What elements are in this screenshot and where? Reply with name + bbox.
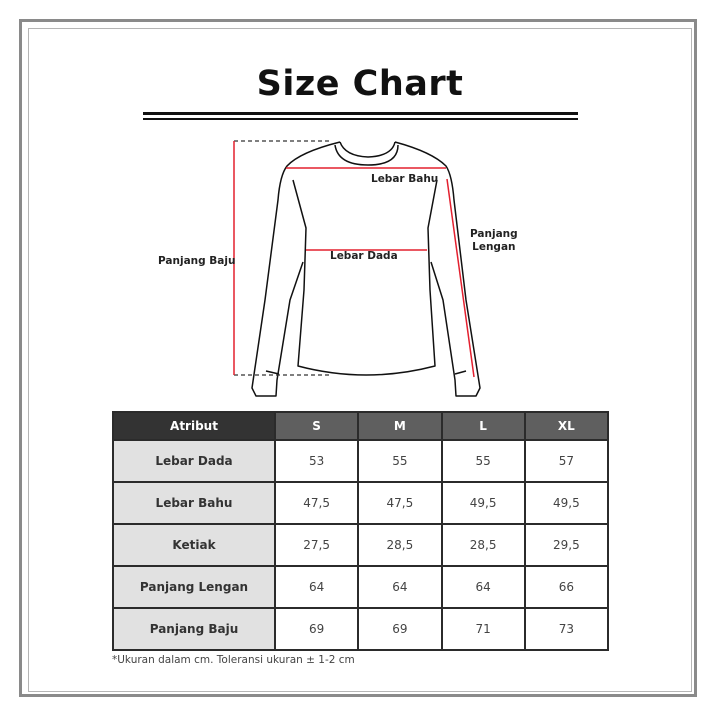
- table-row: Panjang Baju 69 69 71 73: [112, 607, 610, 651]
- row-label: Lebar Bahu: [112, 481, 276, 525]
- outer-frame: [19, 19, 697, 697]
- table-cell: 64: [273, 565, 360, 609]
- header-xl: XL: [523, 411, 610, 441]
- table-row: Lebar Dada 53 55 55 57: [112, 439, 610, 483]
- table-cell: 73: [523, 607, 610, 651]
- label-panjang-lengan-line2: Lengan: [472, 241, 516, 253]
- table-cell: 28,5: [440, 523, 526, 567]
- header-m: M: [357, 411, 443, 441]
- table-row: Panjang Lengan 64 64 64 66: [112, 565, 610, 609]
- table-cell: 66: [523, 565, 610, 609]
- header-s: S: [273, 411, 360, 441]
- title-underline-thin: [143, 118, 578, 120]
- table-cell: 69: [357, 607, 443, 651]
- table-cell: 71: [440, 607, 526, 651]
- row-label: Lebar Dada: [112, 439, 276, 483]
- table-cell: 55: [357, 439, 443, 483]
- header-l: L: [440, 411, 526, 441]
- table-cell: 47,5: [357, 481, 443, 525]
- panjang-lengan-line: [446, 178, 475, 378]
- table-cell: 28,5: [357, 523, 443, 567]
- row-label: Ketiak: [112, 523, 276, 567]
- row-label: Panjang Baju: [112, 607, 276, 651]
- table-row: Lebar Bahu 47,5 47,5 49,5 49,5: [112, 481, 610, 525]
- shirt-diagram: [233, 140, 481, 397]
- size-note: *Ukuran dalam cm. Toleransi ukuran ± 1-2…: [112, 654, 355, 666]
- inner-frame: [28, 28, 692, 692]
- title-underline-thick: [143, 112, 578, 115]
- label-panjang-lengan-line1: Panjang: [470, 228, 518, 240]
- page-title: Size Chart: [256, 64, 464, 104]
- table-cell: 69: [273, 607, 360, 651]
- label-lebar-bahu: Lebar Bahu: [371, 173, 439, 185]
- label-panjang-lengan: Panjang Lengan: [470, 228, 518, 254]
- shirt-outline: [251, 141, 481, 397]
- table-cell: 64: [440, 565, 526, 609]
- table-cell: 55: [440, 439, 526, 483]
- table-cell: 53: [273, 439, 360, 483]
- label-panjang-baju: Panjang Baju: [158, 255, 236, 267]
- size-table: Atribut S M L XL Lebar Dada 53 55 55 57 Lebar…: [112, 411, 610, 651]
- table-cell: 47,5: [273, 481, 360, 525]
- label-lebar-dada: Lebar Dada: [330, 250, 398, 262]
- table-row: Ketiak 27,5 28,5 28,5 29,5: [112, 523, 610, 567]
- table-cell: 49,5: [523, 481, 610, 525]
- table-cell: 64: [357, 565, 443, 609]
- table-header-row: Atribut S M L XL: [112, 411, 610, 441]
- table-cell: 57: [523, 439, 610, 483]
- table-cell: 49,5: [440, 481, 526, 525]
- row-label: Panjang Lengan: [112, 565, 276, 609]
- measurement-lines: [233, 140, 475, 378]
- header-atribut: Atribut: [112, 411, 276, 441]
- table-cell: 29,5: [523, 523, 610, 567]
- table-cell: 27,5: [273, 523, 360, 567]
